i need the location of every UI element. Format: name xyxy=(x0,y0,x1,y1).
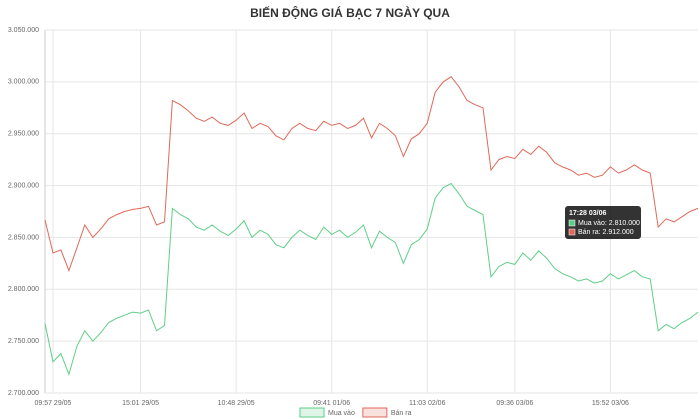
y-tick-label: 2.850.000 xyxy=(8,234,39,241)
x-tick-label: 15:01 29/05 xyxy=(122,400,159,407)
tooltip-box xyxy=(565,206,641,239)
tooltip-swatch xyxy=(568,228,576,236)
x-tick-label: 09:41 01/06 xyxy=(313,400,350,407)
tooltip-line: Mua vào: 2.810.000 xyxy=(578,220,640,227)
legend-label: Bán ra xyxy=(391,410,412,417)
y-tick-label: 2.950.000 xyxy=(8,131,39,138)
legend-label: Mua vào xyxy=(328,410,355,417)
x-tick-label: 11:03 02/06 xyxy=(409,400,446,407)
y-tick-label: 2.800.000 xyxy=(8,286,39,293)
legend-swatch xyxy=(299,407,325,418)
tooltip: 17:28 03/06 Mua vào: 2.810.000 Bán ra: 2.9… xyxy=(565,206,641,239)
x-tick-label: 10:48 29/05 xyxy=(218,400,255,407)
y-tick-label: 2.750.000 xyxy=(8,338,39,345)
tooltip-swatch xyxy=(568,219,576,227)
x-tick-label: 15:52 03/06 xyxy=(592,400,629,407)
y-tick-label: 2.900.000 xyxy=(8,182,39,189)
chart-title: BIẾN ĐỘNG GIÁ BẠC 7 NGÀY QUA xyxy=(250,5,450,20)
x-tick-label: 09:36 03/06 xyxy=(496,400,533,407)
x-tick-label: 09:57 29/05 xyxy=(34,400,71,407)
legend-swatch xyxy=(362,407,388,418)
series-line xyxy=(44,182,699,376)
tooltip-title: 17:28 03/06 xyxy=(569,210,606,217)
tooltip-line: Bán ra: 2.912.000 xyxy=(578,229,634,236)
y-tick-label: 3.050.000 xyxy=(8,27,39,34)
series-line xyxy=(44,76,699,273)
y-tick-label: 3.000.000 xyxy=(8,79,39,86)
y-tick-label: 2.700.000 xyxy=(8,390,39,397)
